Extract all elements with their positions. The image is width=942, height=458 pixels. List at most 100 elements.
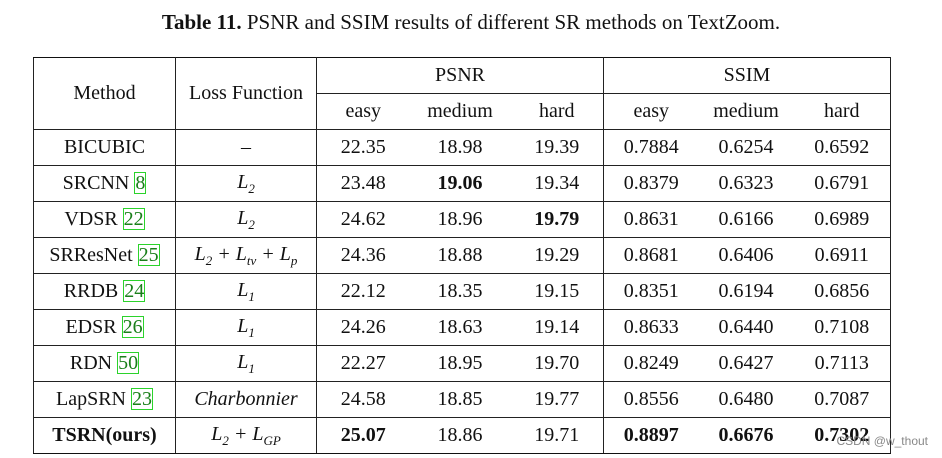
citation-link[interactable]: 23 [131, 388, 153, 410]
ssim-number: 0.8681 [623, 244, 679, 266]
ssim-number: 0.7302 [814, 424, 870, 446]
psnr-number: 18.98 [437, 136, 483, 158]
citation-link[interactable]: 22 [122, 208, 145, 230]
psnr-value: 19.06 [409, 165, 511, 202]
loss-cell: Charbonnier [175, 381, 317, 418]
ssim-value: 0.6166 [698, 201, 794, 238]
table-caption: Table 11. PSNR and SSIM results of diffe… [0, 10, 942, 35]
psnr-number: 22.12 [340, 280, 386, 302]
psnr-value: 22.35 [316, 129, 410, 166]
loss-subscript: tv [246, 252, 257, 268]
psnr-value: 19.70 [510, 345, 604, 382]
ssim-number: 0.6440 [718, 316, 774, 338]
results-table-wrap: Method Loss Function PSNR SSIM easy medi… [33, 57, 891, 454]
method-cell: VDSR 22 [33, 201, 176, 238]
header-method: Method [33, 57, 176, 130]
psnr-value: 19.14 [510, 309, 604, 346]
ssim-number: 0.6480 [718, 388, 774, 410]
psnr-number: 19.70 [534, 352, 580, 374]
psnr-number: 24.36 [340, 244, 386, 266]
method-cell: TSRN(ours) [33, 417, 176, 454]
ssim-number: 0.6791 [814, 172, 870, 194]
psnr-number: 22.27 [340, 352, 386, 374]
method-name: LapSRN [56, 388, 126, 410]
method-name: RRDB [63, 280, 119, 302]
loss-cell: L2 + Ltv + Lp [175, 237, 317, 274]
ssim-number: 0.8556 [623, 388, 679, 410]
ssim-value: 0.6406 [698, 237, 794, 274]
psnr-number: 19.15 [534, 280, 580, 302]
ssim-number: 0.8351 [623, 280, 679, 302]
loss-function: L2 + LGP [211, 422, 281, 448]
psnr-value: 19.15 [510, 273, 604, 310]
ssim-value: 0.6911 [793, 237, 891, 274]
method-name: BICUBIC [63, 136, 146, 158]
psnr-number: 19.79 [534, 208, 580, 230]
psnr-number: 19.71 [534, 424, 580, 446]
psnr-value: 25.07 [316, 417, 410, 454]
ssim-number: 0.8897 [623, 424, 679, 446]
ssim-value: 0.8681 [603, 237, 699, 274]
loss-function: Charbonnier [194, 388, 298, 410]
caption-lead: Table 11. [161, 10, 242, 34]
loss-function: – [241, 136, 251, 158]
header-ssim: SSIM [603, 57, 891, 94]
ssim-number: 0.6676 [718, 424, 774, 446]
loss-cell: L2 + LGP [175, 417, 317, 454]
ssim-number: 0.6194 [718, 280, 774, 302]
ssim-number: 0.6406 [718, 244, 774, 266]
ssim-value: 0.6254 [698, 129, 794, 166]
ssim-value: 0.8249 [603, 345, 699, 382]
psnr-value: 18.35 [409, 273, 511, 310]
method-name: TSRN(ours) [52, 424, 157, 446]
citation-link[interactable]: 50 [117, 352, 140, 374]
psnr-number: 19.77 [534, 388, 580, 410]
table-row: TSRN(ours) L2 + LGP 25.07 18.86 19.71 0.8897 0… [33, 417, 891, 454]
ssim-number: 0.7884 [623, 136, 679, 158]
psnr-number: 19.06 [437, 172, 483, 194]
table-row: BICUBIC – 22.35 18.98 19.39 0.7884 0.6254 0.659… [33, 129, 891, 166]
ssim-value: 0.6440 [698, 309, 794, 346]
psnr-number: 24.62 [340, 208, 386, 230]
loss-subscript: 1 [248, 360, 255, 376]
ssim-value: 0.6323 [698, 165, 794, 202]
ssim-value: 0.7884 [603, 129, 699, 166]
ssim-value: 0.6676 [698, 417, 794, 454]
citation-link[interactable]: 24 [123, 280, 146, 302]
loss-subscript: GP [263, 432, 281, 448]
header-psnr-medium: medium [409, 93, 511, 130]
citation-link[interactable]: 26 [121, 316, 144, 338]
loss-function: L2 [237, 170, 255, 196]
ssim-number: 0.6989 [814, 208, 870, 230]
header-psnr-easy: easy [316, 93, 410, 130]
citation-link[interactable]: 25 [137, 244, 160, 266]
ssim-number: 0.6856 [814, 280, 870, 302]
loss-function: L2 [237, 206, 255, 232]
method-cell: SRResNet 25 [33, 237, 176, 274]
ssim-value: 0.8556 [603, 381, 699, 418]
psnr-value: 24.62 [316, 201, 410, 238]
ssim-number: 0.6166 [718, 208, 774, 230]
psnr-number: 18.95 [437, 352, 483, 374]
header-ssim-hard: hard [793, 93, 891, 130]
method-name: SRCNN [62, 172, 130, 194]
loss-cell: L1 [175, 273, 317, 310]
method-cell: BICUBIC [33, 129, 176, 166]
loss-subscript: 2 [205, 252, 213, 268]
header-ssim-medium: medium [698, 93, 794, 130]
citation-link[interactable]: 8 [134, 172, 147, 194]
method-cell: EDSR 26 [33, 309, 176, 346]
psnr-number: 19.29 [534, 244, 580, 266]
psnr-value: 18.98 [409, 129, 511, 166]
ssim-number: 0.6323 [718, 172, 774, 194]
loss-function: L1 [237, 314, 255, 340]
psnr-value: 19.34 [510, 165, 604, 202]
header-loss: Loss Function [175, 57, 317, 130]
watermark: CSDN @w_thout [836, 434, 928, 448]
psnr-number: 18.63 [437, 316, 483, 338]
psnr-number: 18.96 [437, 208, 483, 230]
table-row: SRResNet 25 L2 + Ltv + Lp 24.36 18.88 19.29 0… [33, 237, 891, 274]
table-row: SRCNN 8 L2 23.48 19.06 19.34 0.8379 0.6323 0.67… [33, 165, 891, 202]
psnr-number: 19.14 [534, 316, 580, 338]
header-psnr: PSNR [316, 57, 604, 94]
